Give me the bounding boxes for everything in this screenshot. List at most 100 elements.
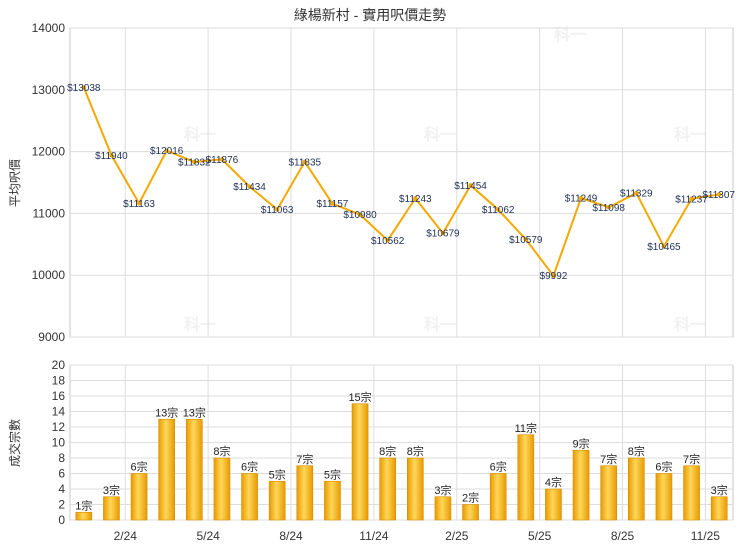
volume-data-label: 3宗 [711,483,728,497]
volume-data-label: 4宗 [545,475,562,489]
volume-bar [600,465,617,521]
price-point [385,238,390,243]
volume-tick-label: 12 [52,420,66,434]
volume-tick-label: 20 [52,358,66,372]
volume-bar [489,473,507,521]
price-point [192,159,197,165]
volume-bar [655,473,673,521]
volume-bar [158,418,175,521]
price-data-label: $11434 [233,182,266,193]
price-data-label: $11329 [620,189,653,200]
volume-data-label: 7宗 [600,452,617,466]
price-data-label: $9992 [540,271,568,282]
price-data-label: $11098 [592,203,625,214]
price-data-label: $11163 [123,199,155,210]
watermark-text: 科一 [424,125,456,144]
volume-data-label: 2宗 [462,491,479,505]
price-data-label: $11940 [95,151,128,162]
volume-bar [268,480,286,521]
price-tick-label: 12000 [32,145,66,159]
volume-data-label: 8宗 [379,444,396,458]
x-tick-label: 8/24 [279,529,303,543]
volume-bar [517,434,535,521]
chart-title: 綠楊新村 - 實用呎價走勢 [294,7,446,23]
volume-bar [545,488,562,521]
x-tick-label: 11/25 [691,529,720,543]
price-data-label: $10465 [647,242,681,253]
volume-data-label: 7宗 [683,452,700,466]
x-tick-label: 2/25 [445,529,469,543]
price-point [661,244,667,249]
volume-bar [683,465,700,521]
watermark-text: 科一 [554,25,586,44]
volume-data-label: 6宗 [655,460,672,474]
volume-data-label: 8宗 [407,444,424,458]
price-point [468,183,473,188]
volume-data-label: 5宗 [324,467,341,481]
watermark-text: 科一 [424,315,456,334]
price-tick-label: 10000 [32,268,66,282]
x-tick-label: 11/24 [359,529,388,543]
price-point [606,205,611,210]
watermark-text: 科一 [184,125,216,144]
price-tick-label: 9000 [38,330,65,344]
volume-data-label: 15宗 [348,390,371,404]
volume-bar [462,504,479,521]
volume-data-label: 5宗 [269,467,286,481]
volume-tick-label: 10 [52,436,66,450]
volume-data-label: 8宗 [628,444,645,458]
price-data-label: $11243 [399,194,432,205]
price-point [716,192,722,197]
price-tick-label: 14000 [32,21,66,35]
price-point [330,201,335,206]
volume-tick-label: 6 [58,467,65,481]
volume-tick-label: 14 [52,405,66,419]
price-data-label: $11454 [454,181,487,192]
price-tick-label: 13000 [32,83,66,97]
price-data-label: $10562 [371,236,405,247]
volume-bar [572,449,590,521]
price-point [109,153,114,158]
volume-data-label: 6宗 [490,460,507,474]
volume-bar [213,457,231,521]
volume-tick-label: 4 [58,482,65,496]
x-tick-label: 5/24 [196,529,220,543]
price-point [440,231,446,236]
volume-tick-label: 18 [52,374,66,388]
price-tick-label: 11000 [33,206,66,220]
volume-data-label: 7宗 [296,452,313,466]
watermark-text: 科一 [184,315,216,334]
price-plot-area [69,27,734,338]
price-data-label: $11835 [288,157,321,168]
volume-bar [324,480,341,521]
price-data-label: $11237 [675,194,708,205]
price-point [81,85,87,90]
volume-axis-title: 成交宗數 [7,419,22,467]
volume-bar [379,457,396,521]
price-axis-title: 平均呎價 [8,159,22,207]
volume-bar [130,473,148,521]
volume-data-label: 6宗 [131,460,148,474]
price-point [413,196,418,201]
volume-tick-label: 2 [58,498,65,512]
watermark-text: 科一 [674,125,706,144]
price-point [164,148,169,153]
volume-bar [75,511,93,521]
price-point [634,190,639,196]
volume-bar [103,496,120,521]
price-series-line [82,87,720,278]
price-point [523,237,529,242]
price-point [495,207,501,212]
watermark-text: 科一 [674,315,706,334]
volume-bar [628,457,645,521]
price-point [274,207,280,212]
x-tick-label: 5/25 [528,529,552,543]
price-data-label: $12016 [150,146,184,157]
price-data-label: $11063 [261,205,294,216]
price-data-label: $10980 [343,210,377,221]
volume-bar [186,418,203,521]
volume-bar [434,496,452,521]
